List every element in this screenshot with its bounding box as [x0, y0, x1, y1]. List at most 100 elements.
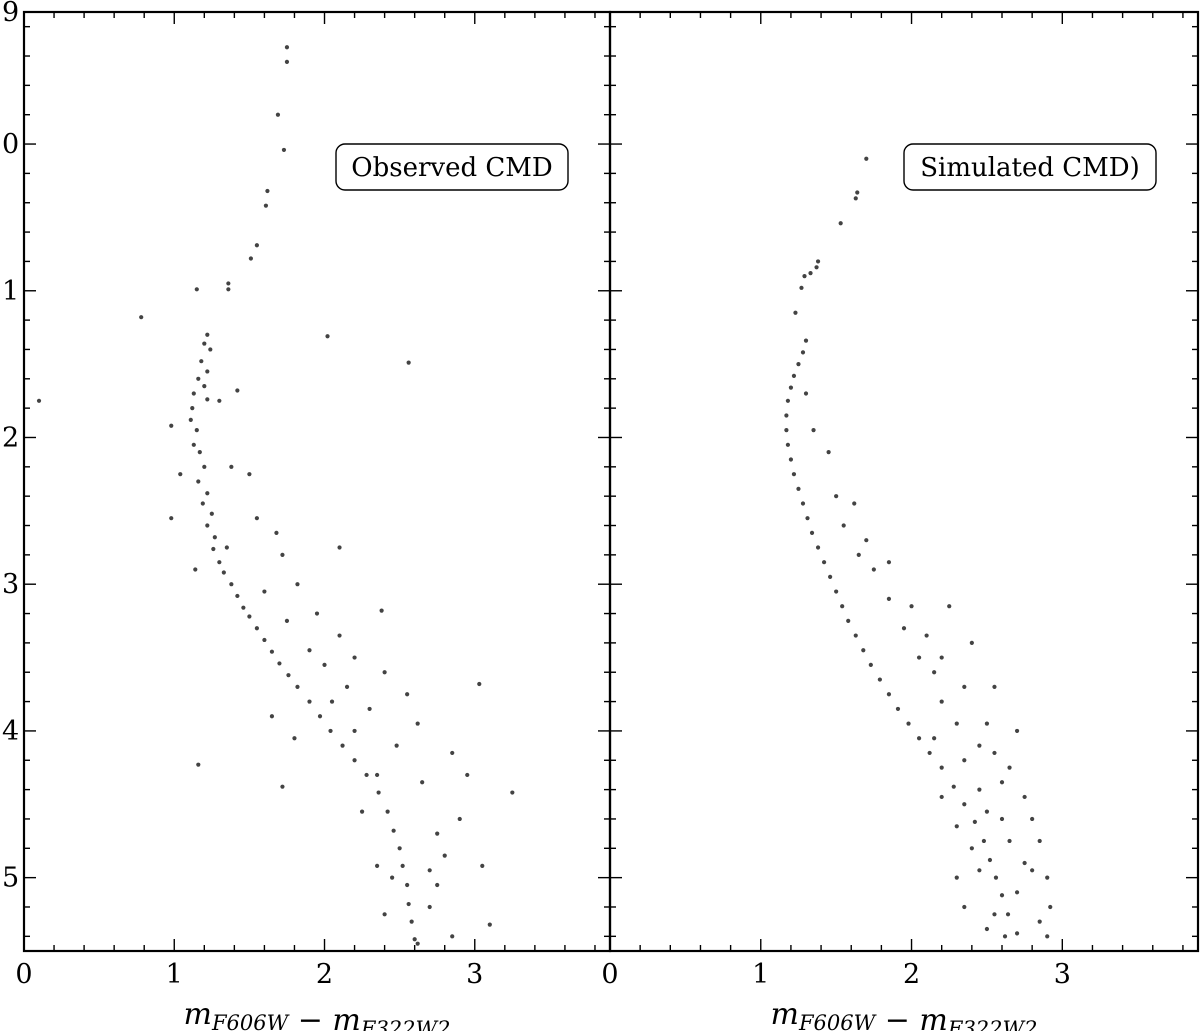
simulated-data-point	[834, 494, 839, 499]
simulated-data-point	[1002, 934, 1008, 939]
simulated-data-point	[969, 846, 974, 851]
observed-data-point	[229, 464, 234, 469]
simulated-data-point	[853, 633, 858, 638]
observed-data-point	[211, 546, 216, 552]
observed-data-point	[375, 863, 380, 869]
simulated-data-point	[947, 604, 952, 609]
simulated-data-point	[992, 684, 997, 690]
simulated-data-point	[809, 530, 815, 535]
simulated-data-point	[1007, 838, 1012, 844]
observed-data-point	[435, 831, 440, 836]
observed-data-point	[352, 758, 357, 763]
observed-y-tick-label: 1	[2, 276, 19, 307]
observed-data-point	[405, 882, 410, 888]
simulated-data-point	[886, 596, 892, 601]
simulated-data-point	[1030, 868, 1035, 873]
simulated-data-point	[984, 926, 990, 932]
observed-data-point	[190, 406, 195, 411]
observed-data-point	[480, 863, 485, 869]
observed-data-point	[412, 937, 417, 942]
simulated-data-point	[815, 259, 821, 264]
simulated-data-point	[916, 736, 922, 741]
simulated-data-point	[828, 574, 833, 579]
simulated-data-point	[984, 809, 990, 814]
observed-data-point	[224, 545, 229, 550]
simulated-data-point	[799, 285, 804, 290]
observed-data-point	[205, 397, 210, 402]
observed-data-point	[391, 828, 396, 833]
observed-data-point	[247, 472, 252, 477]
simulated-data-point	[981, 838, 987, 844]
simulated-x-tick-label: 2	[903, 959, 920, 990]
observed-data-point	[254, 243, 259, 248]
observed-data-point	[275, 112, 281, 117]
observed-data-point	[394, 743, 399, 748]
observed-data-point	[359, 809, 365, 814]
simulated-data-point	[796, 486, 801, 491]
simulated-data-point	[1022, 860, 1027, 866]
observed-data-point	[194, 428, 199, 433]
simulated-data-point	[886, 560, 892, 565]
simulated-x-tick-label: 0	[601, 959, 618, 990]
simulated-data-point	[984, 721, 990, 726]
simulated-data-point	[1014, 728, 1020, 734]
simulated-data-point	[962, 802, 967, 807]
simulated-data-point	[1014, 931, 1020, 936]
observed-data-point	[217, 398, 222, 403]
simulated-data-point	[784, 428, 789, 433]
observed-annotation-box	[335, 143, 569, 191]
observed-data-point	[221, 570, 226, 575]
simulated-data-point	[814, 265, 819, 270]
observed-data-point	[209, 511, 214, 516]
observed-data-point	[337, 633, 342, 638]
observed-data-point	[191, 391, 196, 396]
observed-data-point	[352, 728, 357, 734]
observed-data-point	[337, 545, 342, 550]
simulated-data-point	[855, 190, 860, 195]
observed-data-point	[191, 442, 196, 447]
observed-data-point	[435, 882, 440, 888]
observed-data-point	[390, 875, 395, 880]
observed-data-point	[415, 941, 420, 946]
observed-data-point	[409, 919, 414, 924]
simulated-data-point	[962, 684, 967, 690]
observed-data-point	[36, 398, 42, 403]
observed-data-point	[265, 188, 270, 194]
observed-data-point	[193, 567, 198, 572]
observed-data-point	[226, 281, 231, 286]
simulated-data-point	[841, 523, 846, 528]
observed-data-point	[427, 904, 432, 910]
simulated-data-point	[993, 875, 999, 880]
observed-data-point	[241, 605, 246, 610]
simulated-data-point	[906, 721, 911, 726]
observed-x-tick-label: 2	[316, 959, 333, 990]
observed-data-point	[406, 901, 411, 907]
simulated-data-point	[895, 706, 901, 712]
simulated-annotation-label: Simulated CMD)	[920, 153, 1140, 183]
simulated-data-point	[791, 373, 797, 378]
simulated-data-point	[788, 385, 794, 390]
observed-data-point	[202, 464, 207, 469]
simulated-data-point	[877, 677, 882, 682]
observed-data-point	[375, 772, 380, 778]
observed-data-point	[196, 376, 201, 381]
observed-data-point	[450, 934, 455, 939]
simulated-data-point	[932, 670, 937, 675]
observed-y-tick-label: 3	[2, 569, 19, 600]
observed-data-point	[400, 863, 405, 869]
observed-data-point	[329, 699, 335, 704]
observed-data-point	[317, 714, 323, 719]
observed-x-axis-label: mF606W − mF322W2	[184, 997, 451, 1031]
observed-data-point	[510, 790, 515, 795]
simulated-data-point	[969, 640, 974, 645]
simulated-data-point	[800, 350, 806, 355]
observed-data-point	[269, 714, 275, 719]
simulated-data-point	[815, 545, 821, 550]
simulated-data-point	[840, 604, 845, 609]
simulated-data-point	[951, 784, 956, 789]
simulated-data-point	[864, 156, 869, 161]
observed-y-tick-label: 5	[2, 863, 19, 894]
simulated-data-point	[977, 787, 982, 792]
observed-data-point	[295, 684, 300, 690]
observed-data-point	[420, 780, 425, 785]
